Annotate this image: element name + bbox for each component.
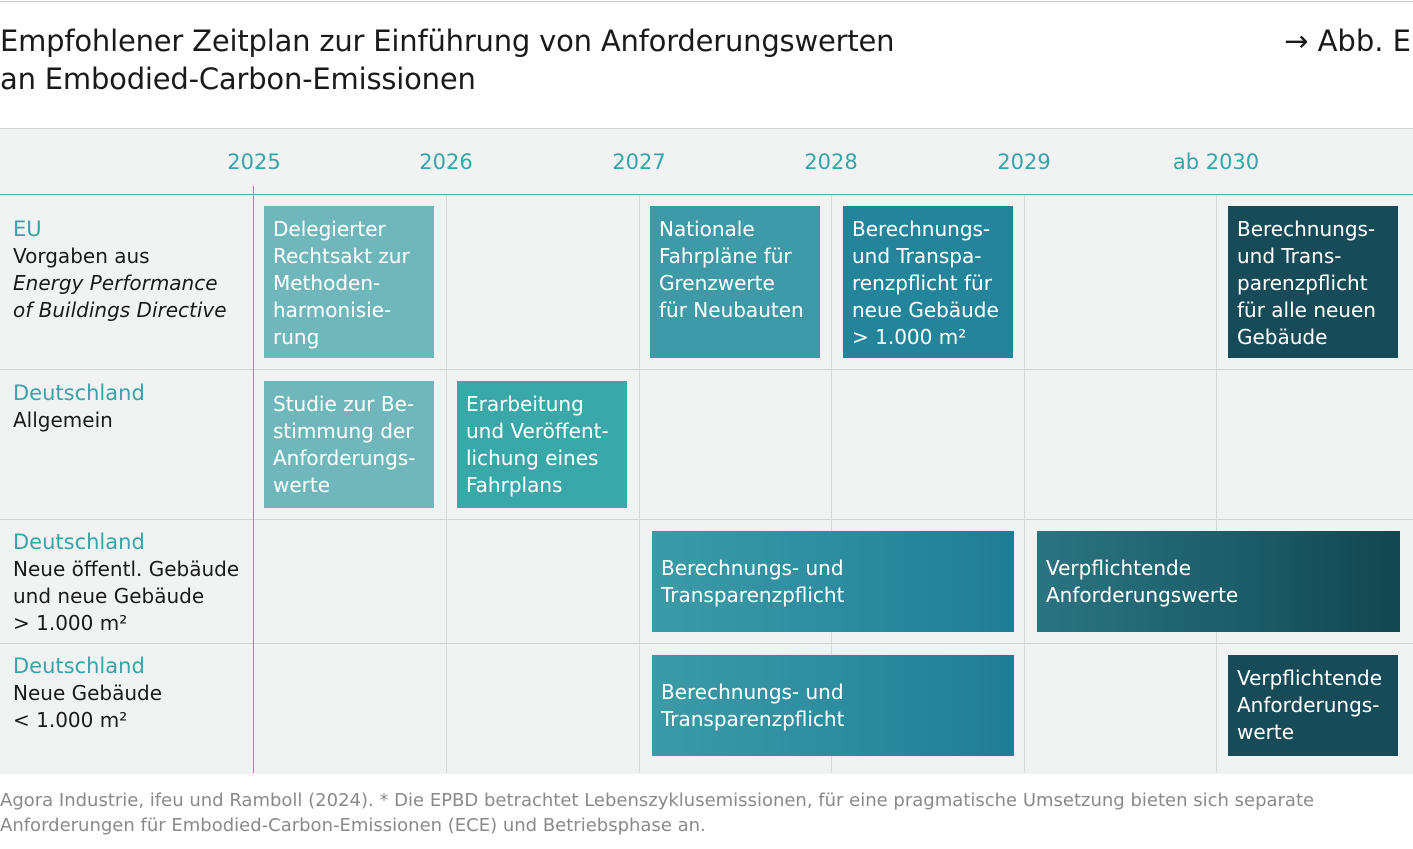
row-sub: > 1.000 m²	[13, 611, 128, 635]
row-divider-2	[0, 519, 1413, 520]
milestone-berechnungspflicht-alle: Berechnungs- und Trans- parenzpflicht fü…	[1228, 206, 1398, 358]
milestone-berechnungspflicht-gt-1000: Berechnungs- und Transpa- renzpflicht fü…	[843, 206, 1013, 358]
year-2029: 2029	[997, 150, 1051, 174]
year-2025: 2025	[227, 150, 281, 174]
gridline-2028	[831, 195, 832, 773]
milestone-studie-anforderungswerte: Studie zur Be- stimmung der Anforderungs…	[264, 381, 434, 508]
row-region: Deutschland	[13, 530, 145, 554]
year-2027: 2027	[612, 150, 666, 174]
gridline-2027	[639, 195, 640, 773]
milestone-berechnungspflicht-oeffentl: Berechnungs- und Transparenzpflicht	[652, 531, 1014, 632]
row-region: EU	[13, 217, 42, 241]
row-divider-1	[0, 369, 1413, 370]
gridline-2030	[1216, 195, 1217, 773]
milestone-anforderungswerte-klein: Verpflichtende Anforderungs- werte	[1228, 655, 1398, 756]
gridline-2026	[446, 195, 447, 773]
figure-title: Empfohlener Zeitplan zur Einführung von …	[0, 22, 1000, 98]
row-sub: Allgemein	[13, 408, 113, 432]
top-rule	[0, 1, 1413, 2]
row-sub: < 1.000 m²	[13, 708, 128, 732]
year-2028: 2028	[804, 150, 858, 174]
milestone-delegierter-rechtsakt: Delegierter Rechtsakt zur Methoden- harm…	[264, 206, 434, 358]
year-ab-2030: ab 2030	[1172, 150, 1260, 174]
header-divider	[0, 194, 1413, 195]
milestone-anforderungswerte-oeffentl: Verpflichtende Anforderungswerte	[1037, 531, 1400, 632]
title-line-1: Empfohlener Zeitplan zur Einführung von …	[0, 24, 895, 58]
row-sub: Neue Gebäude	[13, 681, 163, 705]
row-sub: Neue öffentl. Gebäude	[13, 557, 240, 581]
figure-reference: → Abb. E	[1284, 24, 1411, 58]
row-region: Deutschland	[13, 381, 145, 405]
year-2026: 2026	[419, 150, 473, 174]
row-label-de-lt-1000: Deutschland Neue Gebäude < 1.000 m²	[13, 653, 162, 734]
row-region: Deutschland	[13, 654, 145, 678]
row-label-de-allgemein: Deutschland Allgemein	[13, 380, 145, 434]
milestone-fahrplan: Erarbeitung und Veröffent- lichung eines…	[457, 381, 627, 508]
timeline-start-line	[253, 186, 254, 773]
footnote-line-2: Anforderungen für Embodied-Carbon-Emissi…	[0, 815, 706, 836]
row-sub: Vorgaben aus	[13, 244, 150, 268]
source-footnote: Agora Industrie, ifeu und Ramboll (2024)…	[0, 788, 1413, 838]
row-sub-italic: Energy Performance	[13, 271, 218, 295]
title-line-2: an Embodied-Carbon-Emissionen	[0, 62, 476, 96]
row-divider-3	[0, 643, 1413, 644]
milestone-nationale-fahrplaene: Nationale Fahrpläne für Grenzwerte für N…	[650, 206, 820, 358]
row-sub: und neue Gebäude	[13, 584, 205, 608]
row-sub-italic: of Buildings Directive	[13, 298, 227, 322]
row-label-de-gt-1000: Deutschland Neue öffentl. Gebäude und ne…	[13, 529, 239, 637]
milestone-berechnungspflicht-klein: Berechnungs- und Transparenzpflicht	[652, 655, 1014, 756]
gridline-2029	[1024, 195, 1025, 773]
footnote-line-1: Agora Industrie, ifeu und Ramboll (2024)…	[0, 790, 1315, 811]
row-label-eu: EU Vorgaben aus Energy Performance of Bu…	[13, 216, 227, 324]
